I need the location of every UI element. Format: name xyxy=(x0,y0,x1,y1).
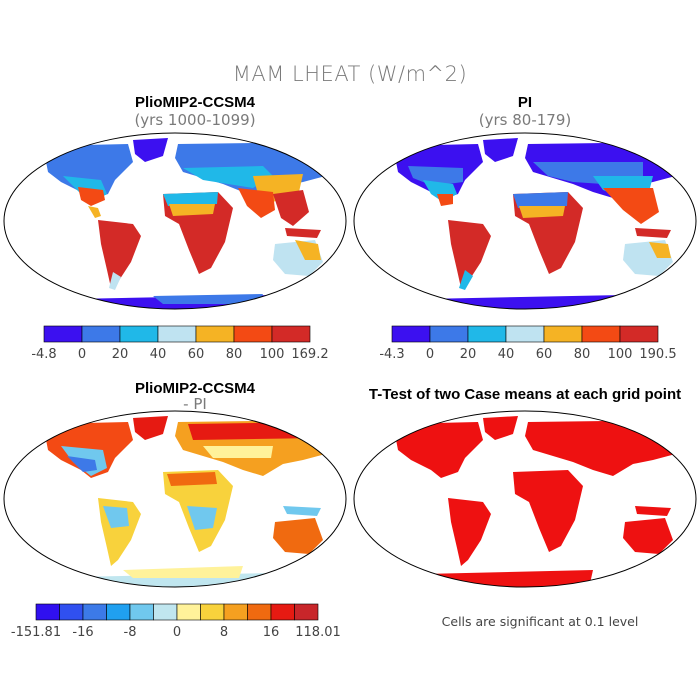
colorbar-swatch xyxy=(81,325,121,343)
colorbar-swatch xyxy=(505,325,545,343)
colorbar-tick-label: 20 xyxy=(460,347,477,362)
colorbar-tick-label: 100 xyxy=(608,347,633,362)
colorbar-swatch xyxy=(106,603,131,621)
colorbar-swatch xyxy=(157,325,197,343)
colorbar-tick-label: -16 xyxy=(72,625,93,640)
colorbar-swatch xyxy=(195,325,235,343)
panel1-title: PlioMIP2-CCSM4 xyxy=(134,94,255,111)
colorbar-tick-label: 20 xyxy=(112,347,129,362)
panel4-map-border xyxy=(353,410,697,588)
colorbar-swatch xyxy=(223,603,248,621)
panel4-map xyxy=(353,410,697,588)
colorbar-swatch xyxy=(581,325,621,343)
colorbar-swatch xyxy=(467,325,507,343)
colorbar-tick-label: 0 xyxy=(78,347,86,362)
panel1-subtitle: (yrs 1000-1099) xyxy=(134,111,256,129)
colorbar-swatch xyxy=(200,603,225,621)
panel3-colorbar: -151.81 -16 -8 0 8 16 118.01 xyxy=(11,603,340,640)
colorbar-swatch xyxy=(294,603,319,621)
colorbar-swatch xyxy=(82,603,107,621)
panel3-subtitle: - PI xyxy=(183,395,207,413)
panel2-map xyxy=(353,132,697,310)
colorbar-swatch xyxy=(35,603,60,621)
colorbar-tick-label: 40 xyxy=(150,347,167,362)
colorbar-swatch xyxy=(247,603,272,621)
panel2-title: PI xyxy=(517,94,533,111)
colorbar-tick-label: 0 xyxy=(426,347,434,362)
colorbar-tick-label: -8 xyxy=(124,625,137,640)
colorbar-tick-label: 80 xyxy=(574,347,591,362)
colorbar-swatch xyxy=(59,603,84,621)
figure-title: MAM LHEAT (W/m^2) xyxy=(232,62,468,86)
panel3-title: PlioMIP2-CCSM4 xyxy=(134,380,255,397)
colorbar-tick-label: -151.81 xyxy=(11,625,61,640)
colorbar-swatch xyxy=(129,603,154,621)
panel3-map-border xyxy=(3,410,347,588)
panel2-map-border xyxy=(353,132,697,310)
colorbar-swatch xyxy=(153,603,178,621)
colorbar-tick-label: 40 xyxy=(498,347,515,362)
colorbar-swatch xyxy=(271,325,311,343)
colorbar-swatch xyxy=(429,325,469,343)
colorbar-tick-label: -4.8 xyxy=(31,347,56,362)
colorbar-swatch xyxy=(391,325,431,343)
colorbar-tick-label: 8 xyxy=(220,625,228,640)
panel1-colorbar: -4.8 0 20 40 60 80 100 169.2 xyxy=(31,325,329,362)
colorbar-swatch xyxy=(233,325,273,343)
panel1-map-border xyxy=(3,132,347,310)
colorbar-swatch xyxy=(543,325,583,343)
colorbar-tick-label: 190.5 xyxy=(639,347,676,362)
colorbar-swatch xyxy=(176,603,201,621)
colorbar-tick-label: 16 xyxy=(263,625,280,640)
panel2-colorbar: -4.3 0 20 40 60 80 100 190.5 xyxy=(379,325,677,362)
colorbar-tick-label: 60 xyxy=(536,347,553,362)
colorbar-tick-label: 60 xyxy=(188,347,205,362)
colorbar-tick-label: -4.3 xyxy=(379,347,404,362)
colorbar-swatch xyxy=(270,603,295,621)
panel4-significant-cells xyxy=(393,416,683,587)
colorbar-swatch xyxy=(43,325,83,343)
colorbar-tick-label: 80 xyxy=(226,347,243,362)
colorbar-tick-label: 169.2 xyxy=(291,347,328,362)
panel3-map xyxy=(3,410,347,588)
colorbar-tick-label: 100 xyxy=(260,347,285,362)
colorbar-swatch xyxy=(119,325,159,343)
panel2-subtitle: (yrs 80-179) xyxy=(478,111,572,129)
colorbar-tick-label: 118.01 xyxy=(295,625,340,640)
colorbar-tick-label: 0 xyxy=(173,625,181,640)
colorbar-swatch xyxy=(619,325,659,343)
panel4-title: T-Test of two Case means at each grid po… xyxy=(368,386,682,403)
significance-note: Cells are significant at 0.1 level xyxy=(441,614,639,629)
panel1-map xyxy=(3,132,347,310)
